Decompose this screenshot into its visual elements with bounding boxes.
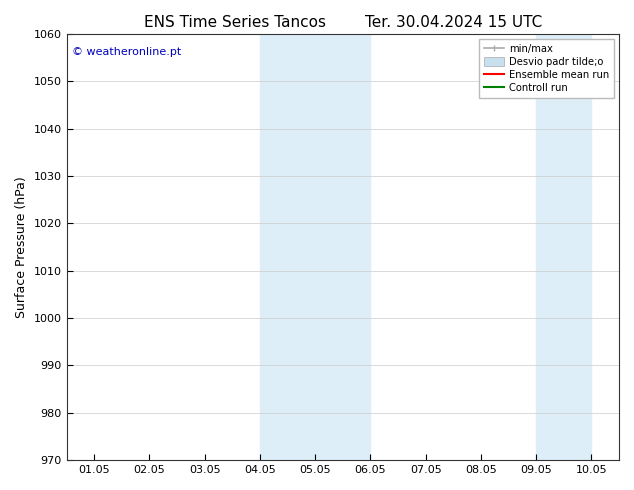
Bar: [260, 34, 370, 460]
Legend: min/max, Desvio padr tilde;o, Ensemble mean run, Controll run: min/max, Desvio padr tilde;o, Ensemble m…: [479, 39, 614, 98]
Bar: [536, 34, 592, 460]
Text: © weatheronline.pt: © weatheronline.pt: [72, 47, 181, 57]
Title: ENS Time Series Tancos        Ter. 30.04.2024 15 UTC: ENS Time Series Tancos Ter. 30.04.2024 1…: [144, 15, 542, 30]
Y-axis label: Surface Pressure (hPa): Surface Pressure (hPa): [15, 176, 28, 318]
